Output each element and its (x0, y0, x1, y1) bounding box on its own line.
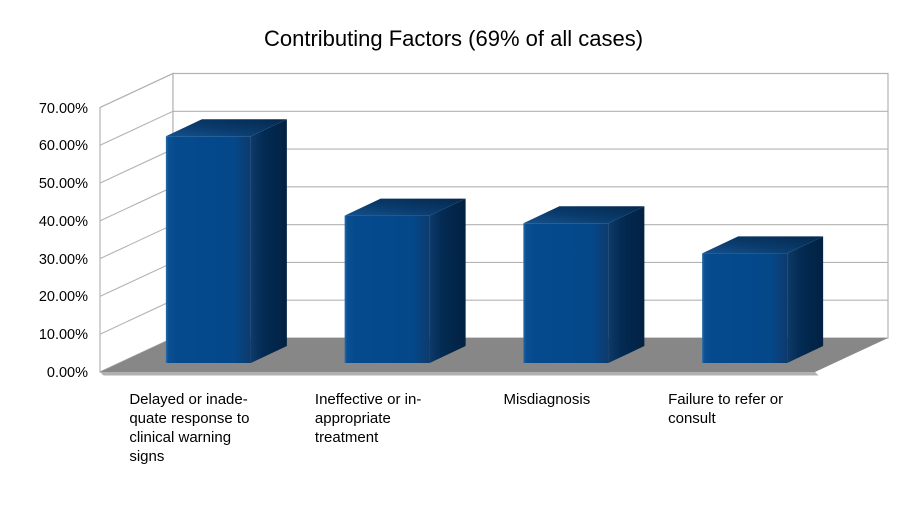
bar-side-face (250, 119, 287, 364)
gridline-70 (99, 72, 888, 108)
bar-series (165, 119, 824, 364)
bar-4 (702, 236, 824, 363)
bar-top-face (702, 236, 824, 254)
bar-top-face (344, 198, 466, 216)
category-label-3: Misdiagnosis (503, 391, 591, 408)
y-tick-label-20: 20.00% (38, 289, 88, 306)
chart-title: Contributing Factors (69% of all cases) (263, 26, 644, 51)
bar-top-face (523, 206, 645, 224)
bar-front-face (702, 253, 788, 363)
chart-left-wall (99, 72, 174, 373)
bar-side-face (608, 206, 645, 363)
category-label-4: Failure to refer or consult (668, 391, 784, 427)
bar-2 (344, 198, 466, 363)
gridline-60 (99, 110, 888, 146)
bar-side-face (429, 198, 466, 363)
bar-front-face (165, 136, 251, 363)
y-tick-label-40: 40.00% (38, 213, 88, 230)
bar-top-face (165, 119, 287, 137)
chart-floor (100, 338, 888, 372)
y-tick-label-30: 30.00% (38, 251, 88, 268)
category-label-2: Ineffective or in- appropriate treatment (314, 391, 422, 446)
bar-3 (523, 206, 645, 363)
bar-side-face (787, 236, 824, 363)
y-tick-label-50: 50.00% (38, 176, 88, 193)
y-tick-label-10: 10.00% (38, 327, 88, 344)
y-tick-label-70: 70.00% (38, 100, 88, 117)
category-label-1: Delayed or inade- quate response to clin… (129, 391, 250, 465)
chart-floor-edge (100, 372, 819, 376)
y-tick-label-0: 0.00% (46, 365, 88, 381)
y-tick-label-60: 60.00% (38, 138, 88, 155)
bar-1 (165, 119, 287, 364)
bar-front-face (523, 223, 609, 363)
bar-front-face (344, 215, 430, 363)
